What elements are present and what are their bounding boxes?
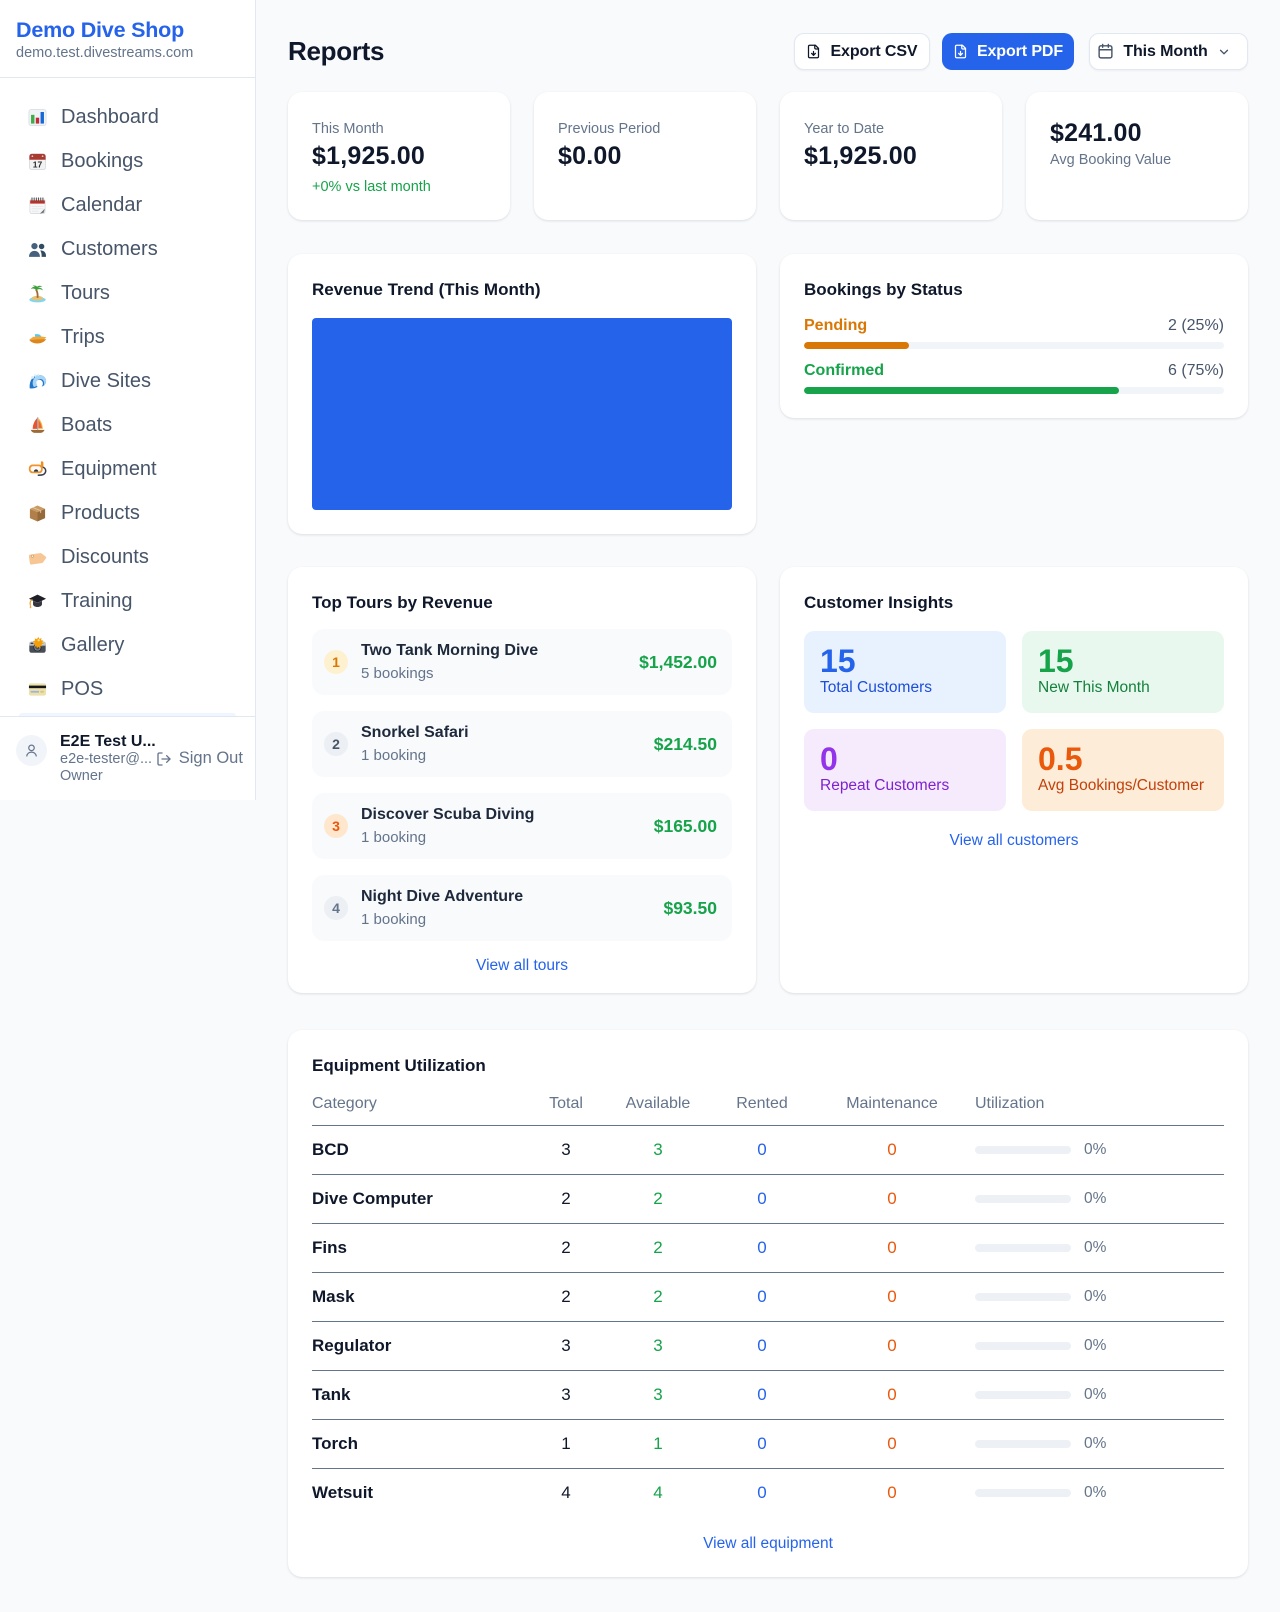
svg-text:17: 17 [33,159,43,169]
